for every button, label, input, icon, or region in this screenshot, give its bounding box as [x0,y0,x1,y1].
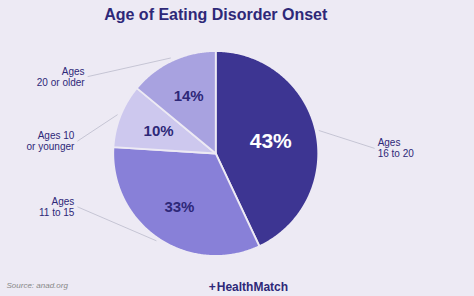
svg-text:43%: 43% [250,129,292,152]
svg-text:Age of Eating Disorder Onset: Age of Eating Disorder Onset [104,6,328,23]
svg-text:HealthMatch: HealthMatch [217,280,288,294]
svg-text:Source: anad.org: Source: anad.org [7,281,69,290]
svg-text:10%: 10% [144,122,174,139]
svg-text:Ages11 to 15: Ages11 to 15 [39,196,75,218]
svg-text:Ages 10or younger: Ages 10or younger [27,130,75,152]
svg-text:33%: 33% [164,198,194,215]
svg-text:+: + [209,280,216,294]
svg-text:14%: 14% [174,87,204,104]
svg-text:Ages20 or older: Ages20 or older [37,66,85,88]
svg-text:Ages16 to 20: Ages16 to 20 [378,137,415,159]
